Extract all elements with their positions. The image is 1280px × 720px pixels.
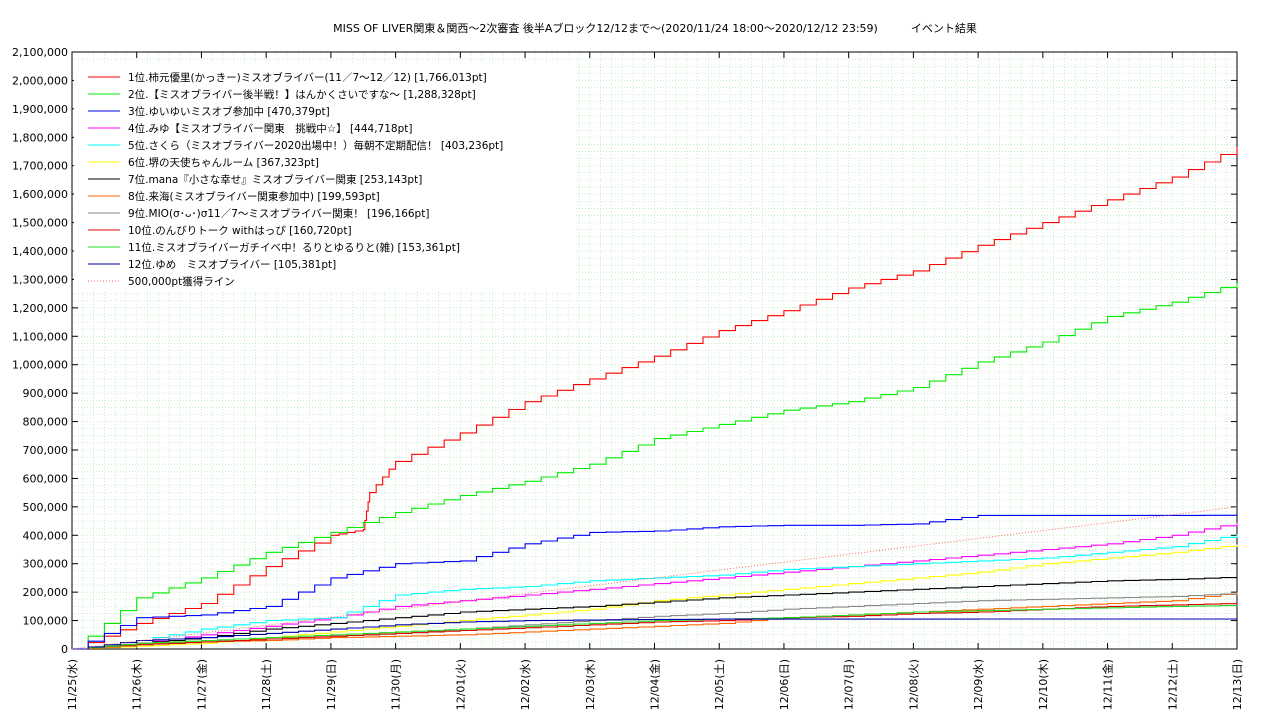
series-line	[72, 146, 1238, 650]
x-tick-label: 12/06(日)	[778, 659, 791, 710]
y-tick-label: 600,000	[23, 472, 69, 485]
x-tick-label: 12/07(月)	[843, 659, 856, 710]
legend-label: 500,000pt獲得ライン	[128, 275, 235, 288]
y-tick-label: 700,000	[23, 444, 69, 457]
x-tick-label: 11/27(金)	[194, 659, 208, 710]
x-tick-label: 11/25(水)	[66, 659, 79, 710]
legend-label: 3位.ゆいゆいミスオブ参加中 [470,379pt]	[128, 105, 330, 118]
legend-label: 5位.さくら（ミスオブライバー2020出場中！）毎朝不定期配信！ [403,23…	[128, 139, 503, 152]
x-tick-label: 12/04(金)	[648, 659, 662, 710]
legend-label: 9位.MIO(σ･ᴗ･)σ11／7〜ミスオブライバー関東！ [196,166pt…	[128, 207, 429, 220]
legend-label: 7位.mana『小さな幸せ』ミスオブライバー関東 [253,143pt]	[128, 173, 422, 186]
y-tick-label: 100,000	[23, 615, 69, 628]
y-tick-label: 1,600,000	[12, 188, 68, 201]
x-tick-label: 12/10(木)	[1037, 659, 1050, 710]
y-tick-label: 0	[61, 643, 68, 656]
y-tick-label: 900,000	[23, 387, 69, 400]
x-tick-label: 12/08(火)	[907, 659, 920, 710]
legend-label: 4位.みゆ【ミスオブライバー関東 挑戦中☆】 [444,718pt]	[128, 122, 412, 135]
y-tick-label: 1,500,000	[12, 217, 68, 230]
x-tick-label: 12/12(土)	[1166, 659, 1179, 710]
series-line	[72, 514, 1237, 650]
y-tick-label: 300,000	[23, 558, 69, 571]
y-tick-label: 800,000	[23, 416, 69, 429]
x-tick-label: 12/05(土)	[713, 659, 726, 710]
x-tick-label: 12/01(火)	[454, 659, 467, 710]
x-tick-label: 12/13(日)	[1231, 659, 1244, 710]
x-tick-label: 11/29(日)	[325, 659, 338, 710]
legend-label: 8位.来海(ミスオブライバー関東参加中) [199,593pt]	[128, 190, 380, 203]
y-tick-label: 200,000	[23, 586, 69, 599]
y-tick-label: 1,800,000	[12, 131, 68, 144]
y-tick-label: 1,200,000	[12, 302, 68, 315]
series-line	[72, 605, 1238, 650]
x-tick-label: 11/30(月)	[390, 659, 403, 710]
series-line	[72, 618, 1237, 650]
x-tick-label: 12/03(木)	[584, 659, 597, 710]
y-tick-label: 2,000,000	[12, 74, 68, 87]
legend-label: 11位.ミスオブライバーガチイベ中！るりとゆるりと(雑) [153,361pt]	[128, 241, 460, 254]
y-tick-label: 1,700,000	[12, 160, 68, 173]
series-line	[72, 577, 1238, 650]
x-tick-label: 12/11(金)	[1101, 659, 1115, 710]
y-tick-label: 500,000	[23, 501, 69, 514]
x-tick-label: 12/02(水)	[519, 659, 532, 710]
legend-box	[74, 64, 574, 290]
series-line	[72, 534, 1238, 650]
y-tick-label: 400,000	[23, 529, 69, 542]
y-tick-label: 1,000,000	[12, 359, 68, 372]
y-tick-label: 2,100,000	[12, 46, 68, 59]
chart-title: MISS OF LIVER関東＆関西〜2次審査 後半Aブロック12/12まで〜(…	[333, 22, 977, 35]
x-tick-label: 12/09(水)	[972, 659, 985, 710]
series-line	[72, 282, 1238, 650]
y-tick-label: 1,900,000	[12, 103, 68, 116]
series-line	[71, 506, 1238, 650]
x-tick-label: 11/28(土)	[260, 659, 273, 710]
legend-label: 10位.のんびりトーク withはっぴ [160,720pt]	[128, 224, 352, 237]
y-tick-label: 1,300,000	[12, 273, 68, 286]
legend-label: 12位.ゆめ ミスオブライバー [105,381pt]	[128, 258, 336, 271]
legend-label: 1位.柿元優里(かっきー)ミスオブライバー(11／7〜12／12) [1,766…	[128, 71, 487, 84]
legend-label: 6位.堺の天使ちゃんルーム [367,323pt]	[128, 156, 319, 169]
y-tick-label: 1,100,000	[12, 330, 68, 343]
series-line	[72, 592, 1238, 650]
series-line	[72, 522, 1238, 650]
legend-label: 2位.【ミスオブライバー後半戦！】はんかくさいですな〜 [1,288,328pt…	[128, 88, 476, 101]
x-tick-label: 11/26(木)	[131, 659, 144, 710]
y-tick-label: 1,400,000	[12, 245, 68, 258]
